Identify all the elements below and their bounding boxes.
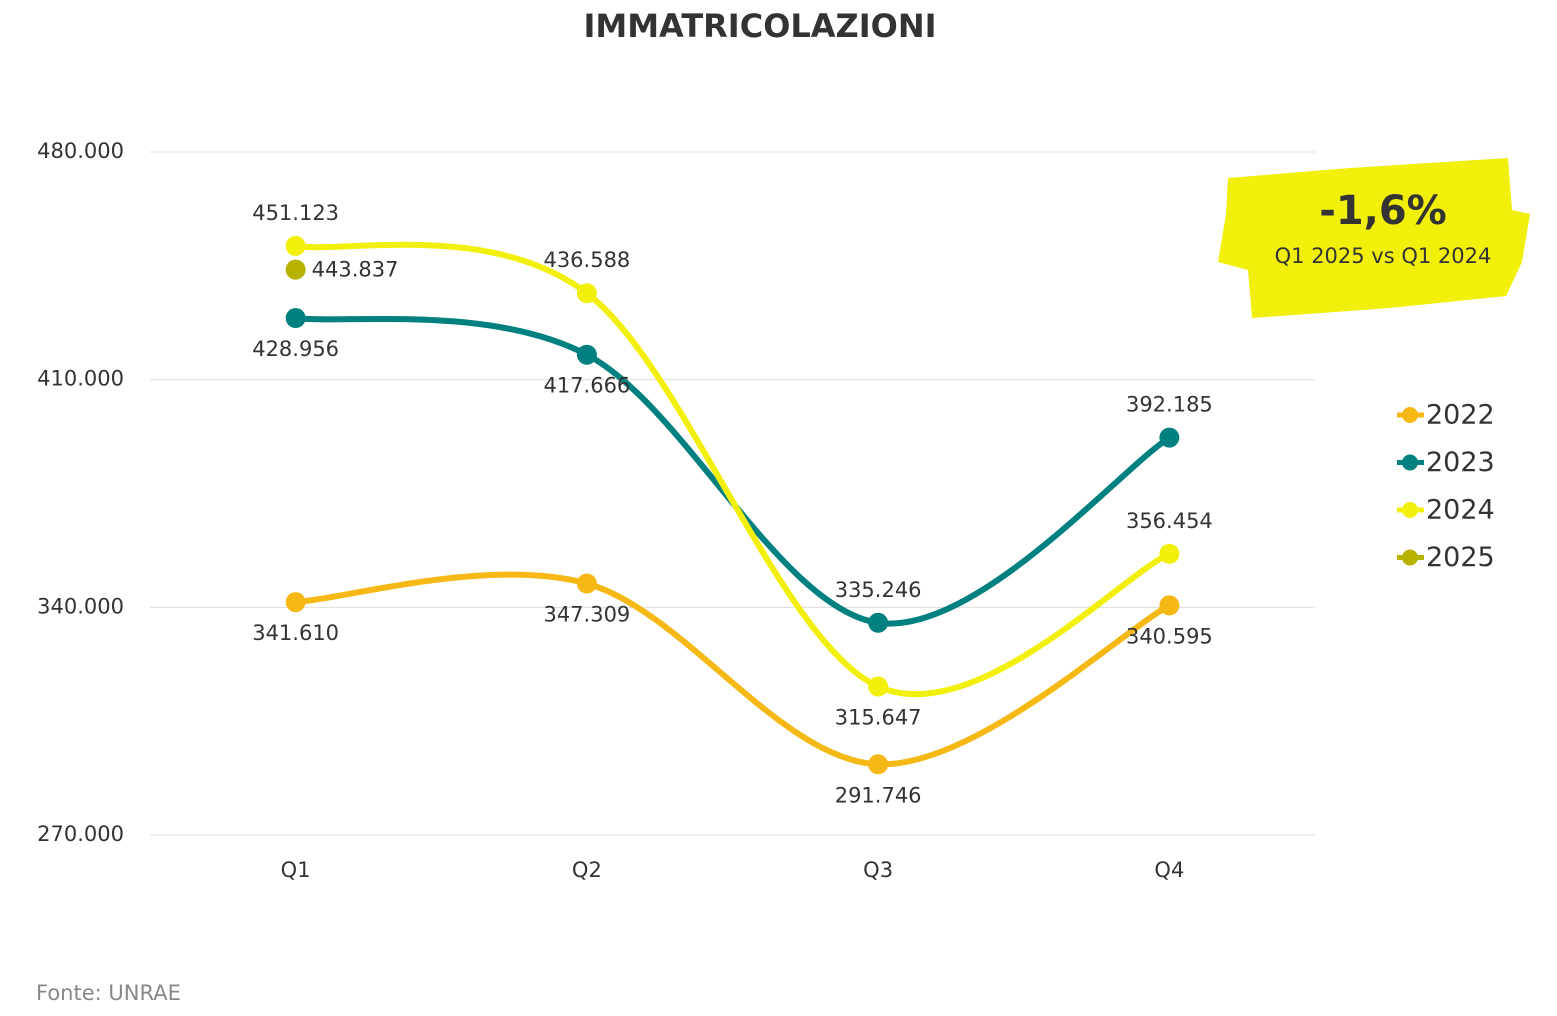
data-label: 315.647 <box>835 706 922 730</box>
data-label: 451.123 <box>252 201 339 225</box>
data-label: 443.837 <box>312 258 399 282</box>
data-label: 417.666 <box>543 374 630 398</box>
legend-swatch <box>1402 407 1418 423</box>
data-point <box>285 592 306 613</box>
chart-title: IMMATRICOLAZIONI <box>583 7 936 45</box>
x-tick-label: Q2 <box>572 858 602 882</box>
data-point <box>576 283 597 304</box>
legend-swatch <box>1402 549 1418 566</box>
legend-label: 2023 <box>1426 447 1495 478</box>
y-tick-label: 480.000 <box>37 139 124 163</box>
x-tick-label: Q3 <box>863 858 893 882</box>
y-tick-label: 410.000 <box>37 367 124 391</box>
data-label: 436.588 <box>543 248 630 272</box>
data-label: 356.454 <box>1126 509 1213 533</box>
data-label: 341.610 <box>252 621 339 645</box>
y-tick-label: 340.000 <box>37 594 124 618</box>
annotation-text: Q1 2025 vs Q1 2024 <box>1275 244 1492 268</box>
data-point <box>868 676 889 697</box>
x-tick-label: Q4 <box>1154 858 1184 882</box>
data-point <box>285 308 306 329</box>
data-point <box>576 344 597 365</box>
data-label: 428.956 <box>252 337 339 361</box>
data-point <box>285 259 306 280</box>
data-point <box>1159 543 1180 564</box>
legend-swatch <box>1402 502 1418 518</box>
series-line <box>292 241 1173 697</box>
data-label: 340.595 <box>1126 624 1213 648</box>
annotation-highlight <box>1218 158 1530 318</box>
y-tick-label: 270.000 <box>37 822 124 846</box>
data-label: 392.185 <box>1126 393 1213 417</box>
data-point <box>576 573 597 594</box>
data-point <box>1159 427 1180 448</box>
x-tick-label: Q1 <box>281 858 311 882</box>
series-line <box>292 315 1173 627</box>
data-label: 291.746 <box>835 783 922 807</box>
data-point <box>868 612 889 633</box>
legend-label: 2024 <box>1426 495 1495 526</box>
annotation-value: -1,6% <box>1319 188 1447 234</box>
data-point <box>868 754 889 775</box>
data-point <box>285 235 306 256</box>
legend-swatch <box>1402 454 1418 471</box>
data-point <box>1159 595 1180 616</box>
data-label: 335.246 <box>835 578 922 602</box>
series-line <box>292 571 1173 768</box>
legend-label: 2025 <box>1426 542 1495 573</box>
legend-label: 2022 <box>1426 400 1495 431</box>
data-label: 347.309 <box>543 603 630 627</box>
source: Fonte: UNRAE <box>36 981 181 1005</box>
